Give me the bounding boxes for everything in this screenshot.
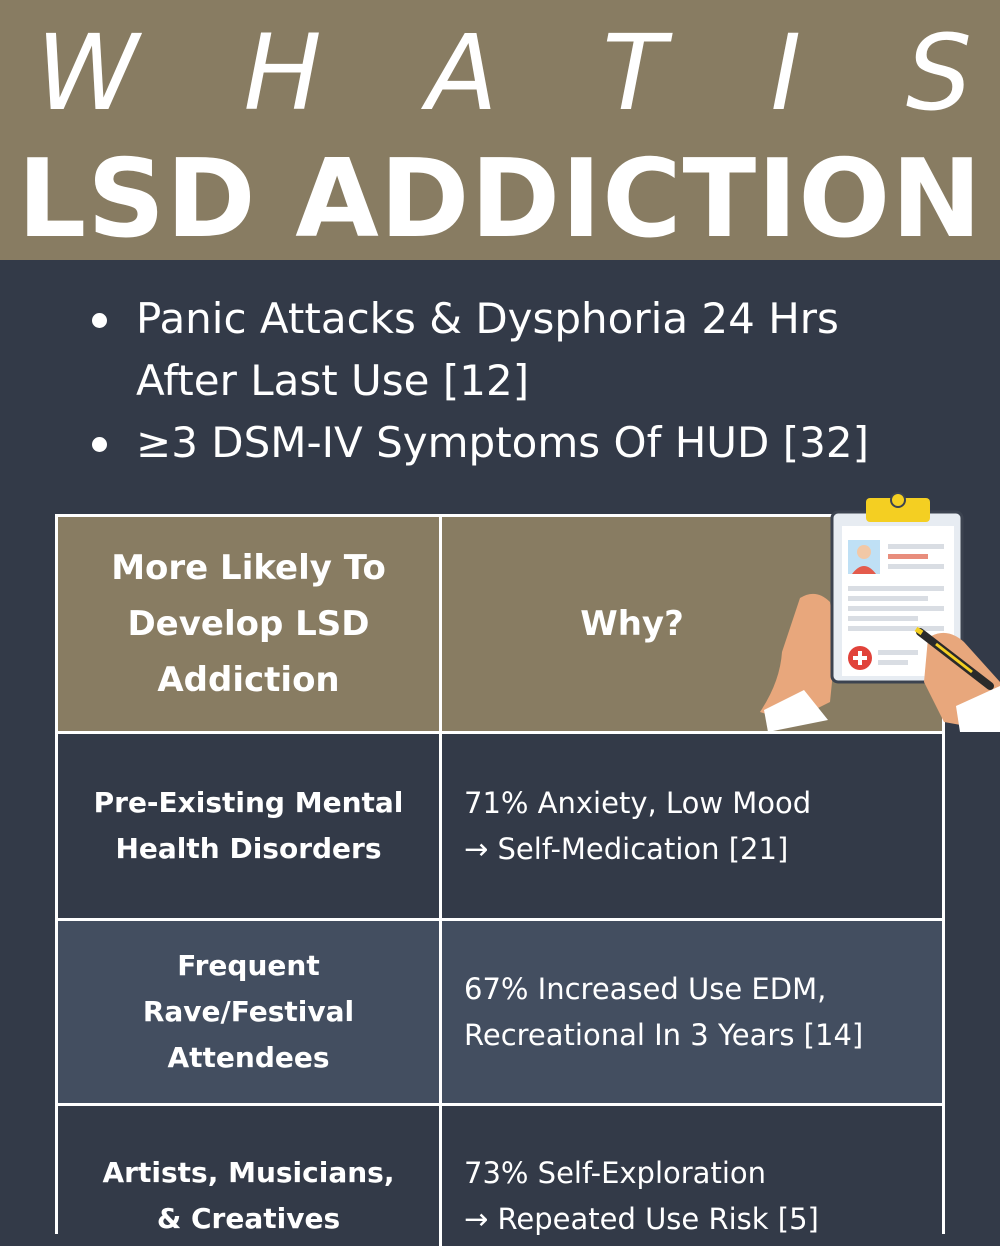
group-cell: Frequent Rave/Festival Attendees <box>58 921 442 1103</box>
why-cell: 73% Self-Exploration → Repeated Use Risk… <box>442 1106 942 1246</box>
bullet-text-line: ≥3 DSM-IV Symptoms Of HUD [32] <box>136 418 869 467</box>
group-cell: Artists, Musicians, & Creatives <box>58 1106 442 1246</box>
why-text-line: 73% Self-Exploration <box>464 1156 767 1190</box>
header-text-line: Why? <box>580 604 684 644</box>
what-is-heading: W H A T I S <box>0 12 1000 134</box>
group-cell: Pre-Existing Mental Health Disorders <box>58 734 442 918</box>
bullet-text-line: Panic Attacks & Dysphoria 24 Hrs <box>136 294 839 343</box>
clipboard-medical-form-icon <box>760 492 1000 732</box>
bullet-item: ≥3 DSM-IV Symptoms Of HUD [32] <box>88 412 988 474</box>
bullet-text-line: After Last Use [12] <box>136 356 530 405</box>
bullet-dot-icon <box>92 313 107 328</box>
header-text-line: More Likely To <box>111 548 386 588</box>
group-text-line: Health Disorders <box>115 832 382 865</box>
why-text-line: 71% Anxiety, Low Mood <box>464 786 812 820</box>
why-cell: 71% Anxiety, Low Mood → Self-Medication … <box>442 734 942 918</box>
heading-letter: A <box>426 12 498 134</box>
heading-letter: S <box>905 12 972 134</box>
why-text-line: 67% Increased Use EDM, <box>464 972 827 1006</box>
group-text-line: Pre-Existing Mental <box>93 786 404 819</box>
bullet-item: Panic Attacks & Dysphoria 24 Hrs After L… <box>88 288 988 412</box>
header-band: W H A T I S LSD ADDICTION <box>0 0 1000 260</box>
group-text-line: & Creatives <box>156 1202 341 1235</box>
header-text-line: Addiction <box>157 660 340 700</box>
group-text-line: Artists, Musicians, <box>102 1156 395 1189</box>
header-cell-group: More Likely To Develop LSD Addiction <box>58 517 442 731</box>
header-cell-why: Why? <box>442 517 942 731</box>
heading-letter: T <box>602 12 666 134</box>
heading-letter: I <box>770 12 802 134</box>
heading-letter: H <box>243 12 322 134</box>
why-text-line: Recreational In 3 Years [14] <box>464 1018 864 1052</box>
why-text-line: → Repeated Use Risk [5] <box>464 1202 819 1236</box>
group-text-line: Rave/Festival <box>142 995 355 1028</box>
table-row: Frequent Rave/Festival Attendees 67% Inc… <box>58 921 942 1106</box>
heading-letter: W <box>36 12 139 134</box>
group-text-line: Attendees <box>167 1041 330 1074</box>
bullet-list: Panic Attacks & Dysphoria 24 Hrs After L… <box>88 288 988 474</box>
bullet-dot-icon <box>92 437 107 452</box>
why-text-line: → Self-Medication [21] <box>464 832 789 866</box>
table-row: Artists, Musicians, & Creatives 73% Self… <box>58 1106 942 1246</box>
header-text-line: Develop LSD <box>127 604 370 644</box>
table-row: Pre-Existing Mental Health Disorders 71%… <box>58 734 942 921</box>
page-title: LSD ADDICTION <box>17 137 983 262</box>
why-cell: 67% Increased Use EDM, Recreational In 3… <box>442 921 942 1103</box>
group-text-line: Frequent <box>177 949 320 982</box>
